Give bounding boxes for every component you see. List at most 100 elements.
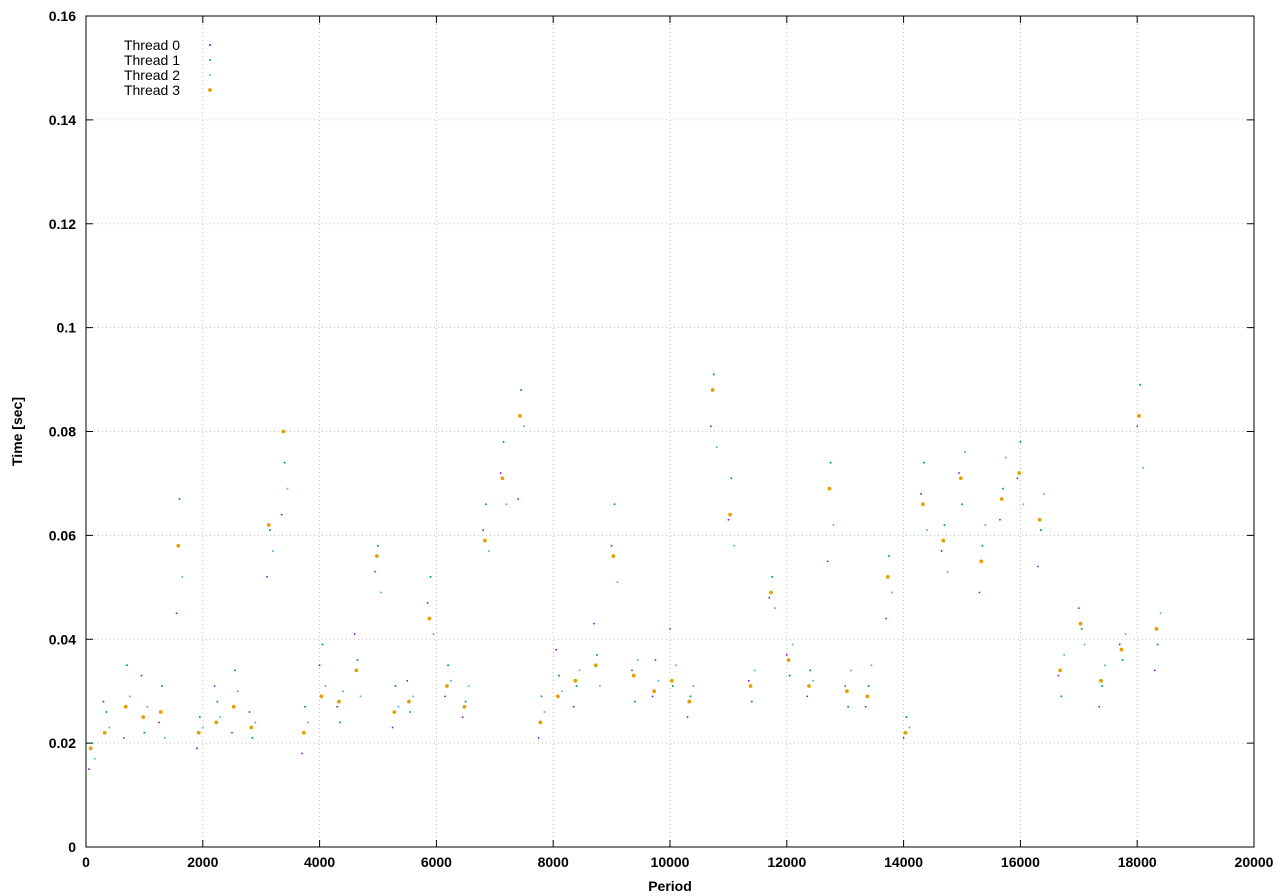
x-tick-label: 0 xyxy=(82,854,90,870)
data-point xyxy=(573,678,578,683)
data-point xyxy=(812,679,815,682)
legend-label: Thread 3 xyxy=(124,82,180,98)
data-point xyxy=(826,560,829,563)
data-point xyxy=(181,575,184,578)
data-point xyxy=(283,461,286,464)
data-point xyxy=(461,716,464,719)
data-point xyxy=(786,658,791,662)
data-point xyxy=(158,710,163,714)
data-point xyxy=(864,705,867,708)
data-point xyxy=(806,695,809,698)
x-axis-label: Period xyxy=(648,878,692,894)
data-point xyxy=(771,575,774,578)
data-point xyxy=(301,730,306,735)
data-point xyxy=(397,705,400,708)
data-point xyxy=(616,581,619,584)
data-point xyxy=(1101,684,1104,687)
data-point xyxy=(537,737,540,739)
legend-marker xyxy=(208,88,212,92)
data-point xyxy=(844,685,847,687)
data-point xyxy=(445,684,449,688)
x-tick-label: 18000 xyxy=(1118,854,1157,870)
data-point xyxy=(304,705,306,708)
data-point xyxy=(216,700,219,703)
data-point xyxy=(432,633,435,636)
data-point xyxy=(1022,503,1025,506)
data-point xyxy=(518,414,522,418)
data-point xyxy=(633,700,636,703)
data-point xyxy=(502,440,505,443)
data-point xyxy=(733,544,736,547)
y-tick-label: 0.06 xyxy=(49,527,76,543)
data-point xyxy=(963,451,966,454)
data-point xyxy=(1001,487,1004,490)
data-point xyxy=(555,648,558,651)
data-point xyxy=(125,664,128,667)
data-point xyxy=(832,523,835,526)
data-point xyxy=(520,388,523,391)
data-point xyxy=(652,689,657,694)
data-point xyxy=(902,737,905,739)
data-point xyxy=(447,664,450,667)
data-point xyxy=(88,746,93,751)
data-point xyxy=(341,690,344,693)
data-point xyxy=(374,554,379,559)
data-point xyxy=(354,668,359,673)
data-point xyxy=(1136,425,1139,428)
y-tick-label: 0.14 xyxy=(49,112,76,128)
data-point xyxy=(467,684,470,687)
data-point xyxy=(687,699,692,704)
data-point xyxy=(123,737,125,739)
data-point xyxy=(324,684,327,687)
tick-labels: 0 2000 4000 6000 8000 10000 12000 14000 16000 180… xyxy=(49,8,1274,870)
data-point xyxy=(827,486,832,491)
data-point xyxy=(920,492,923,495)
data-point xyxy=(339,721,342,724)
data-point xyxy=(1080,627,1083,630)
data-point xyxy=(923,461,926,464)
data-point xyxy=(231,731,233,734)
data-point xyxy=(903,730,908,735)
data-point xyxy=(669,678,674,683)
y-tick-label: 0.12 xyxy=(49,216,76,232)
data-point xyxy=(768,596,771,599)
data-point xyxy=(543,710,546,713)
data-point xyxy=(214,720,219,725)
data-point xyxy=(90,742,93,745)
legend-marker xyxy=(209,44,211,46)
data-point xyxy=(669,627,671,630)
data-point xyxy=(1156,643,1159,646)
data-point xyxy=(572,705,575,708)
data-point xyxy=(575,684,578,687)
data-point xyxy=(301,752,303,755)
data-point xyxy=(958,476,963,481)
data-point xyxy=(499,472,502,474)
data-point xyxy=(908,726,911,729)
data-point xyxy=(981,544,984,547)
data-point xyxy=(578,669,581,672)
data-point xyxy=(464,700,467,703)
data-point xyxy=(885,575,890,579)
data-point xyxy=(558,674,561,677)
data-point xyxy=(88,768,90,770)
data-point xyxy=(540,695,543,698)
data-point xyxy=(379,591,382,594)
data-point xyxy=(885,617,887,620)
data-point xyxy=(712,373,715,376)
data-point xyxy=(888,555,890,558)
x-tick-label: 12000 xyxy=(767,854,806,870)
data-point xyxy=(555,694,560,699)
data-point xyxy=(961,503,963,506)
data-point xyxy=(1004,456,1007,459)
data-point xyxy=(407,699,411,704)
data-point xyxy=(487,549,490,552)
data-point xyxy=(999,497,1004,501)
data-point xyxy=(710,388,715,392)
data-point xyxy=(850,669,853,672)
data-point xyxy=(281,429,286,434)
data-point xyxy=(319,694,324,699)
data-point xyxy=(593,622,595,625)
y-axis-label: Time [sec] xyxy=(9,397,25,466)
data-point xyxy=(1063,653,1066,656)
data-point xyxy=(1159,612,1162,615)
